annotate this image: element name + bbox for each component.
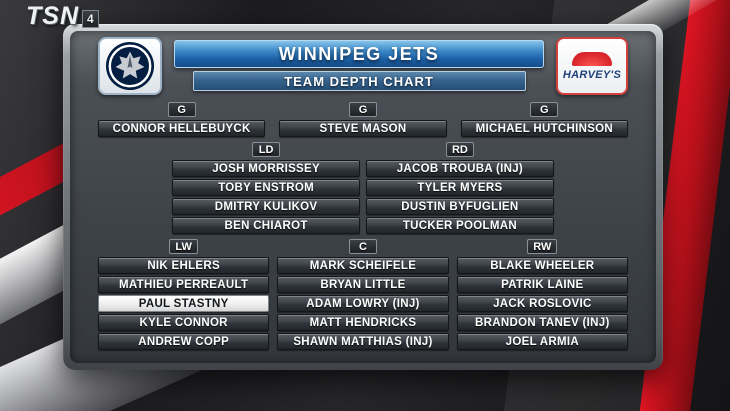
player-cell: ADAM LOWRY (INJ) — [277, 295, 449, 312]
position-label-lw: LW — [169, 239, 198, 254]
position-label-g1: G — [167, 102, 196, 117]
position-label-g3: G — [530, 102, 559, 117]
right-wing-column: RW BLAKE WHEELER PATRIK LAINE JACK ROSLO… — [456, 239, 628, 352]
player-cell: JACK ROSLOVIC — [456, 295, 628, 312]
position-label-ld: LD — [252, 142, 281, 157]
position-label-c: C — [348, 239, 377, 254]
tsn-channel-badge: 4 — [82, 9, 99, 28]
player-cell: TOBY ENSTROM — [172, 179, 360, 196]
tsn-logo: TSN 4 — [26, 2, 99, 31]
player-cell: JOEL ARMIA — [456, 333, 628, 350]
player-cell: DUSTIN BYFUGLIEN — [366, 198, 554, 215]
title-stack: WINNIPEG JETS TEAM DEPTH CHART — [174, 37, 544, 91]
left-defense-column: LD JOSH MORRISSEY TOBY ENSTROM DMITRY KU… — [172, 142, 360, 236]
position-label-g2: G — [348, 102, 377, 117]
goalie-column-2: G STEVE MASON — [279, 102, 447, 139]
forwards-section: LW NIK EHLERS MATHIEU PERREAULT PAUL STA… — [98, 239, 628, 352]
center-column: C MARK SCHEIFELE BRYAN LITTLE ADAM LOWRY… — [277, 239, 449, 352]
player-cell: MATHIEU PERREAULT — [98, 276, 270, 293]
player-cell: BEN CHIAROT — [172, 217, 360, 234]
player-cell: JOSH MORRISSEY — [172, 160, 360, 177]
harveys-wordmark: HARVEY'S — [562, 68, 622, 81]
player-cell: MICHAEL HUTCHINSON — [460, 120, 628, 137]
harveys-logo: HARVEY'S — [556, 37, 628, 95]
depth-chart-panel-inner: WINNIPEG JETS TEAM DEPTH CHART HARVEY'S … — [70, 31, 656, 363]
player-cell: STEVE MASON — [279, 120, 447, 137]
player-cell: MATT HENDRICKS — [277, 314, 449, 331]
player-cell: TYLER MYERS — [366, 179, 554, 196]
position-label-rw: RW — [527, 239, 558, 254]
player-cell-highlighted: PAUL STASTNY — [98, 295, 270, 312]
player-cell: BRANDON TANEV (INJ) — [456, 314, 628, 331]
panel-header: WINNIPEG JETS TEAM DEPTH CHART HARVEY'S — [98, 37, 628, 95]
chart-subtitle-banner: TEAM DEPTH CHART — [192, 71, 526, 91]
left-wing-column: LW NIK EHLERS MATHIEU PERREAULT PAUL STA… — [98, 239, 270, 352]
right-defense-column: RD JACOB TROUBA (INJ) TYLER MYERS DUSTIN… — [366, 142, 554, 236]
jets-roundel-icon — [105, 41, 155, 91]
player-cell: ANDREW COPP — [98, 333, 270, 350]
team-title-banner: WINNIPEG JETS — [174, 40, 544, 68]
harveys-crown-icon — [572, 51, 612, 66]
player-cell: CONNOR HELLEBUYCK — [98, 120, 266, 137]
depth-chart-panel: WINNIPEG JETS TEAM DEPTH CHART HARVEY'S … — [63, 24, 663, 370]
defense-section: LD JOSH MORRISSEY TOBY ENSTROM DMITRY KU… — [172, 142, 554, 236]
player-cell: MARK SCHEIFELE — [277, 257, 449, 274]
player-cell: KYLE CONNOR — [98, 314, 270, 331]
jets-logo — [98, 37, 162, 95]
player-cell: SHAWN MATTHIAS (INJ) — [277, 333, 449, 350]
player-cell: JACOB TROUBA (INJ) — [366, 160, 554, 177]
position-label-rd: RD — [445, 142, 474, 157]
goalie-column-1: G CONNOR HELLEBUYCK — [98, 102, 266, 139]
goalie-column-3: G MICHAEL HUTCHINSON — [460, 102, 628, 139]
player-cell: PATRIK LAINE — [456, 276, 628, 293]
player-cell: BLAKE WHEELER — [456, 257, 628, 274]
goalies-section: G CONNOR HELLEBUYCK G STEVE MASON G MICH… — [98, 102, 628, 139]
player-cell: DMITRY KULIKOV — [172, 198, 360, 215]
player-cell: BRYAN LITTLE — [277, 276, 449, 293]
player-cell: TUCKER POOLMAN — [366, 217, 554, 234]
tsn-wordmark: TSN — [26, 2, 79, 30]
player-cell: NIK EHLERS — [98, 257, 270, 274]
